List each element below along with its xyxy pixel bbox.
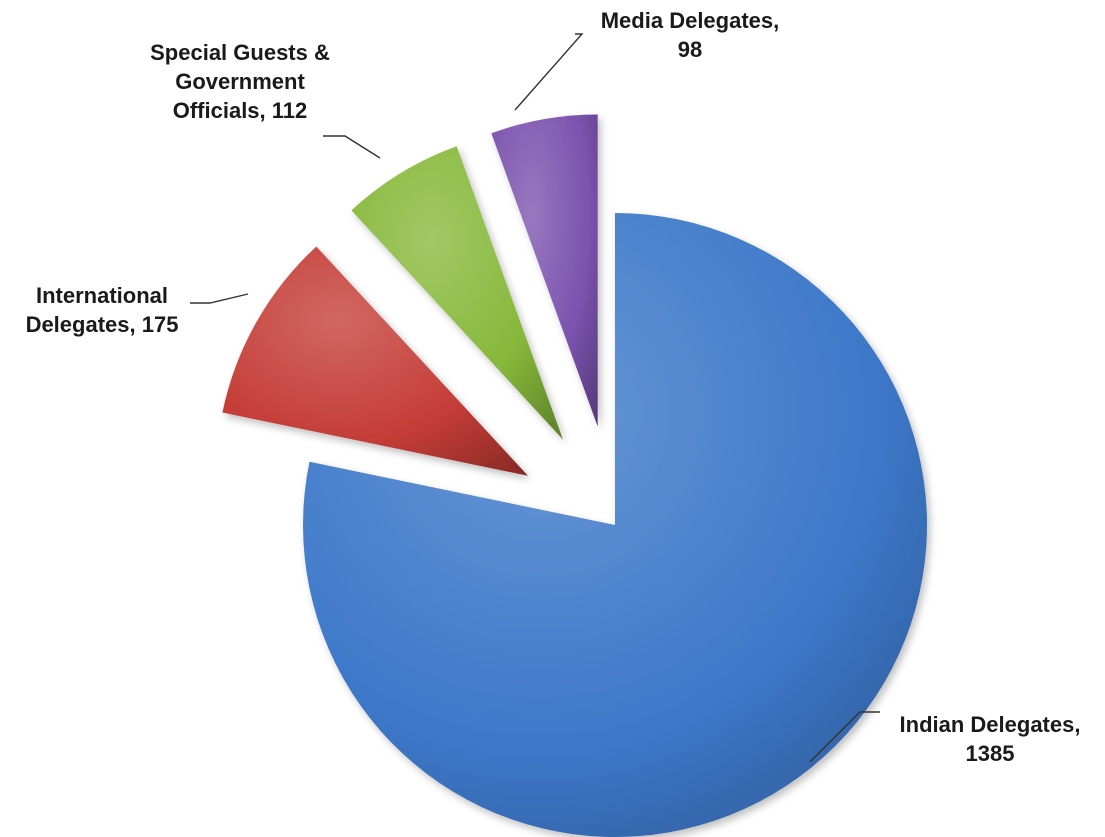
data-label-special-guests-government-officials: Special Guests & Government Officials, 112 xyxy=(150,40,330,123)
data-label-line: Special Guests & xyxy=(150,40,330,65)
leader-lines-layer xyxy=(190,33,880,763)
data-label-line: Delegates, 175 xyxy=(26,312,179,337)
pie-slice-media-delegates xyxy=(491,114,598,427)
data-label-indian-delegates: Indian Delegates, 1385 xyxy=(900,712,1081,766)
data-label-line: 1385 xyxy=(966,741,1015,766)
leader-line-special-guests-government-officials xyxy=(323,135,381,159)
data-label-line: Media Delegates, xyxy=(601,8,780,33)
data-label-media-delegates: Media Delegates, 98 xyxy=(601,8,780,62)
leader-line-indian-delegates xyxy=(809,711,880,763)
pie-slice-international-delegates xyxy=(222,246,528,476)
data-label-line: Indian Delegates, xyxy=(900,712,1081,737)
data-labels-layer: Indian Delegates, 1385 International Delega… xyxy=(26,8,1081,766)
data-label-line: 98 xyxy=(678,37,702,62)
leader-line-media-delegates xyxy=(514,33,584,111)
pie-slice-indian-delegates xyxy=(303,213,928,837)
leader-line-international-delegates xyxy=(190,293,249,304)
slices-layer xyxy=(222,114,928,837)
data-label-line: International xyxy=(36,283,168,308)
data-label-line: Officials, 112 xyxy=(173,98,308,123)
data-label-international-delegates: International Delegates, 175 xyxy=(26,283,179,337)
data-label-line: Government xyxy=(175,69,305,94)
pie-slice-special-guests-government-officials xyxy=(351,146,564,440)
